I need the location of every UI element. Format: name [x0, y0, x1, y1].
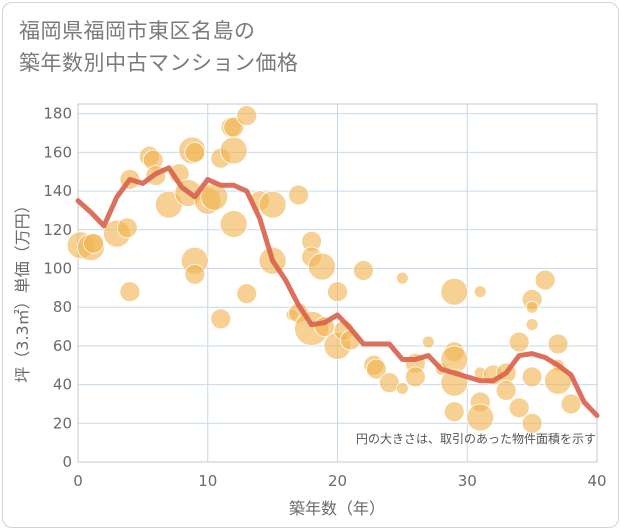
bubble-point	[395, 382, 409, 395]
bubble-point	[366, 358, 387, 380]
bubble-point	[236, 105, 258, 127]
bubble-point	[327, 281, 348, 303]
axis-ticks: 0 20 40 60 80 100 120 140 160 180 0 10 20 30 40	[43, 105, 606, 490]
title-line-1: 福岡県福岡市東区名島の	[19, 19, 256, 43]
bubble-point	[184, 141, 206, 163]
bubble-point	[525, 300, 539, 314]
y-tick-label: 100	[43, 259, 72, 277]
size-note: 円の大きさは、取引のあった物件面積を示す	[356, 431, 596, 446]
bubble-point	[547, 333, 569, 355]
y-axis-title: 坪（3.3㎡）単価（万円）	[13, 197, 32, 382]
title-line-2: 築年数別中古マンション価格	[19, 51, 299, 75]
bubble-point	[495, 379, 517, 401]
bubble-point	[421, 335, 435, 349]
bubble-point	[116, 217, 138, 239]
bubble-point	[353, 260, 374, 281]
bubble-point	[440, 277, 469, 306]
bubble-point	[119, 281, 141, 303]
bubble-point	[443, 401, 465, 423]
bubble-point	[521, 412, 543, 434]
bubble-point	[508, 397, 530, 419]
y-tick-label: 60	[53, 337, 72, 355]
trend-line	[75, 165, 600, 419]
y-tick-label: 20	[53, 414, 72, 432]
bubble-point	[508, 331, 530, 353]
y-tick-label: 40	[53, 376, 72, 394]
bubble-point	[473, 285, 487, 299]
bubble-point	[525, 318, 539, 332]
bubble-point	[83, 232, 104, 254]
y-tick-label: 140	[43, 182, 72, 200]
x-tick-label: 10	[198, 472, 217, 490]
x-tick-label: 20	[328, 472, 347, 490]
chart-title: 福岡県福岡市東区名島の 築年数別中古マンション価格	[19, 15, 299, 79]
bubble-point	[219, 136, 248, 165]
y-tick-label: 80	[53, 298, 72, 316]
bubble-point	[210, 308, 232, 330]
y-tick-label: 160	[43, 143, 72, 161]
plot-frame	[77, 103, 598, 463]
bubble-point	[404, 366, 426, 388]
bubble-point	[219, 210, 248, 238]
bubble-point	[288, 184, 309, 206]
bubble-point	[521, 366, 543, 388]
bubble-point	[534, 269, 556, 291]
y-tick-label: 180	[43, 105, 72, 123]
x-axis-title: 築年数（年）	[289, 499, 385, 518]
y-tick-label: 120	[43, 221, 72, 239]
bubble-layer	[66, 105, 582, 434]
x-tick-label: 40	[587, 472, 606, 490]
bubble-point	[395, 271, 409, 285]
x-tick-label: 0	[73, 472, 83, 490]
bubble-point	[466, 403, 495, 432]
bubble-point	[308, 252, 336, 281]
bubble-point	[184, 263, 206, 285]
bubble-point	[378, 372, 400, 394]
y-tick-label: 0	[62, 453, 72, 471]
bubble-point	[258, 190, 287, 219]
x-tick-label: 30	[458, 472, 477, 490]
bubble-point	[560, 393, 582, 415]
bubble-point	[236, 283, 258, 305]
